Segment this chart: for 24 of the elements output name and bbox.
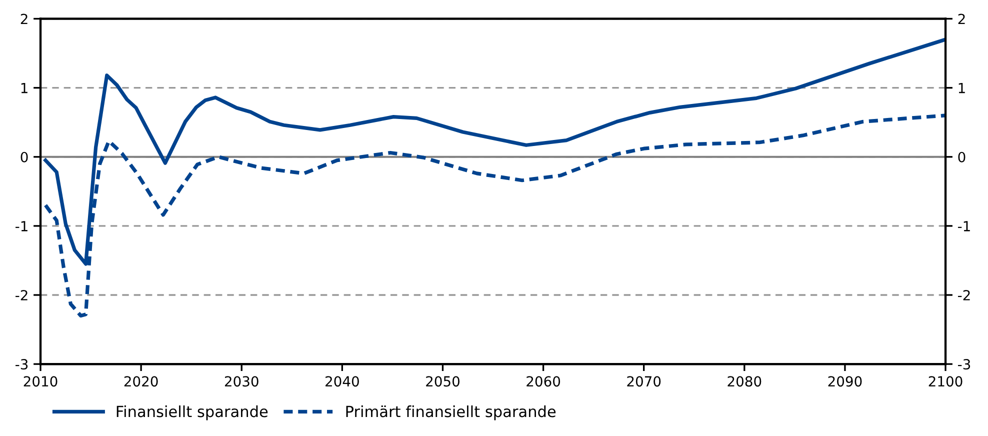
- x-tick-label: 2050: [426, 376, 460, 387]
- y-tick-label: 0: [20, 152, 28, 162]
- x-tick-label: 2080: [728, 376, 762, 387]
- y-tick-label: -1: [16, 221, 28, 232]
- legend-label: Primärt finansiellt sparande: [346, 405, 556, 420]
- x-tick-label: 2060: [526, 376, 560, 387]
- y2-tick-label: -3: [958, 359, 970, 370]
- y2-tick-label: 2: [958, 14, 965, 24]
- y2-tick-label: -2: [958, 290, 970, 300]
- x-tick-label: 2040: [326, 376, 359, 387]
- y-tick-label: 2: [20, 14, 28, 24]
- x-tick-label: 2070: [627, 376, 661, 387]
- y-tick-label: -2: [16, 290, 28, 300]
- y-tick-label: -3: [16, 359, 28, 370]
- legend-label: Finansiellt sparande: [116, 405, 268, 420]
- y-tick-label: 1: [21, 82, 28, 94]
- y2-tick-label: 1: [958, 82, 965, 94]
- x-tick-label: 2020: [124, 376, 158, 387]
- x-tick-label: 2030: [224, 376, 258, 387]
- x-tick-label: 2090: [828, 376, 862, 387]
- y2-tick-label: -1: [958, 221, 970, 232]
- y2-tick-label: 0: [958, 152, 966, 162]
- x-tick-label: 2010: [24, 376, 58, 387]
- x-tick-label: 2100: [928, 376, 962, 387]
